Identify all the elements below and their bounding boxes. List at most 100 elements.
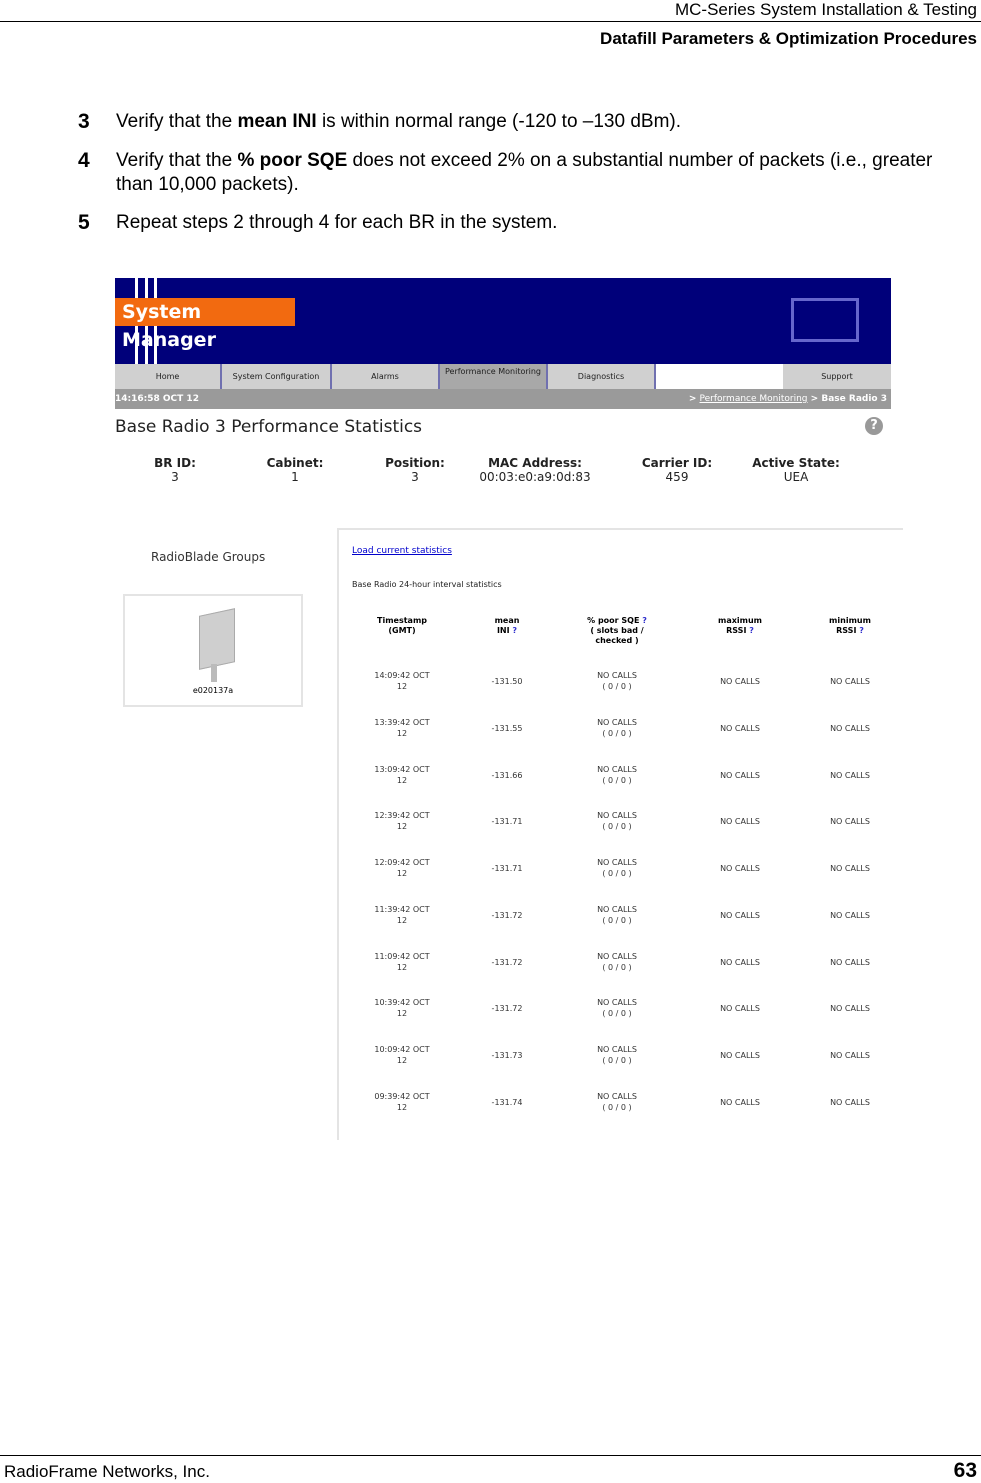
help-icon[interactable]: ? bbox=[859, 626, 864, 635]
cell-day: 12 bbox=[396, 1056, 408, 1065]
column-header: % poor SQE ?( slots bad / checked ) bbox=[587, 616, 647, 646]
table-cell: NO CALLS( 0 / 0 ) bbox=[597, 1091, 637, 1113]
cell-ini: -131.71 bbox=[491, 864, 523, 873]
section-title: Datafill Parameters & Optimization Proce… bbox=[600, 29, 977, 48]
col-l1: mean bbox=[494, 616, 520, 625]
cell-ratio: ( 0 / 0 ) bbox=[602, 962, 632, 972]
cell-max: NO CALLS bbox=[720, 723, 760, 733]
table-cell: NO CALLS( 0 / 0 ) bbox=[597, 670, 637, 692]
radioblade-id: e020137a bbox=[192, 686, 234, 695]
table-cell: NO CALLS bbox=[720, 816, 760, 827]
table-cell: -131.72 bbox=[492, 957, 523, 968]
cell-ratio: ( 0 / 0 ) bbox=[602, 1056, 632, 1065]
load-current-statistics-link[interactable]: Load current statistics bbox=[352, 546, 452, 556]
cell-time: 11:39:42 OCT bbox=[374, 904, 430, 914]
step-number: 4 bbox=[78, 149, 90, 172]
step-text: Repeat steps 2 through 4 for each BR in … bbox=[116, 212, 558, 233]
table-cell: -131.50 bbox=[492, 676, 523, 687]
step-number: 3 bbox=[78, 110, 90, 133]
help-icon[interactable]: ? bbox=[512, 626, 518, 635]
col-l2: ( slots bad / bbox=[590, 626, 644, 635]
cell-max: NO CALLS bbox=[720, 1097, 760, 1107]
step-text: does not exceed 2% on a substantial numb… bbox=[116, 150, 933, 195]
step-3: 3 Verify that the mean INI is within norm… bbox=[78, 110, 958, 134]
info-value: 3 bbox=[411, 470, 419, 484]
table-cell: 11:39:42 OCT 12 bbox=[374, 904, 429, 926]
table-cell: 09:39:42 OCT 12 bbox=[374, 1091, 429, 1113]
table-cell: NO CALLS bbox=[830, 1003, 870, 1014]
cell-min: NO CALLS bbox=[830, 770, 870, 780]
column-header: minimum RSSI ? bbox=[829, 616, 871, 636]
table-cell: -131.71 bbox=[492, 816, 523, 827]
tab-support[interactable]: Support bbox=[783, 364, 891, 389]
cell-min: NO CALLS bbox=[830, 1097, 870, 1107]
table-cell: NO CALLS bbox=[830, 957, 870, 968]
status-bar: 14:16:58 OCT 12 > Performance Monitoring… bbox=[115, 389, 891, 409]
doc-title: MC-Series System Installation & Testing bbox=[674, 0, 977, 19]
cell-time: 09:39:42 OCT bbox=[374, 1091, 430, 1101]
table-cell: -131.66 bbox=[492, 770, 523, 781]
table-cell: NO CALLS( 0 / 0 ) bbox=[597, 997, 637, 1019]
table-cell: NO CALLS( 0 / 0 ) bbox=[597, 717, 637, 739]
cell-sqe: NO CALLS bbox=[597, 858, 637, 867]
table-cell: 14:09:42 OCT 12 bbox=[374, 670, 429, 692]
table-cell: NO CALLS( 0 / 0 ) bbox=[597, 951, 637, 973]
info-value: 1 bbox=[291, 470, 299, 484]
cell-max: NO CALLS bbox=[720, 957, 760, 967]
cell-day: 12 bbox=[396, 915, 408, 925]
table-cell: NO CALLS bbox=[830, 723, 870, 734]
stats-panel: Load current statistics Base Radio 24-ho… bbox=[337, 528, 903, 1140]
breadcrumb-sep: > bbox=[810, 394, 819, 404]
table-cell: NO CALLS bbox=[830, 910, 870, 921]
cell-time: 11:09:42 OCT bbox=[374, 951, 430, 961]
cell-day: 12 bbox=[396, 962, 408, 972]
cell-sqe: NO CALLS bbox=[597, 951, 637, 961]
help-icon[interactable]: ? bbox=[749, 626, 754, 635]
step-text: is within normal range (-120 to –130 dBm… bbox=[316, 111, 682, 132]
breadcrumb-link[interactable]: Performance Monitoring bbox=[699, 394, 808, 404]
cell-min: NO CALLS bbox=[830, 677, 870, 686]
info-field: Carrier ID: 459 bbox=[617, 456, 737, 484]
table-cell: NO CALLS bbox=[720, 957, 760, 968]
info-label: Position: bbox=[385, 456, 445, 470]
cell-time: 10:39:42 OCT bbox=[374, 998, 430, 1008]
column-header: maximum RSSI ? bbox=[718, 616, 762, 636]
interval-label: Base Radio 24-hour interval statistics bbox=[352, 580, 502, 589]
tab-diagnostics[interactable]: Diagnostics bbox=[548, 364, 656, 389]
tab-system-configuration[interactable]: System Configuration bbox=[222, 364, 332, 389]
help-icon[interactable]: ? bbox=[865, 417, 883, 435]
cell-max: NO CALLS bbox=[720, 770, 760, 780]
cell-sqe: NO CALLS bbox=[597, 764, 637, 774]
system-manager-screenshot: System Manager Home System Configuration… bbox=[115, 278, 903, 1140]
info-field: MAC Address: 00:03:e0:a9:0d:83 bbox=[475, 456, 595, 484]
header-divider bbox=[0, 21, 981, 22]
info-label: Carrier ID: bbox=[641, 456, 713, 470]
table-cell: NO CALLS bbox=[720, 770, 760, 781]
help-icon[interactable]: ? bbox=[642, 616, 647, 625]
table-cell: NO CALLS bbox=[720, 676, 760, 687]
tab-home[interactable]: Home bbox=[115, 364, 222, 389]
cell-ini: -131.50 bbox=[491, 677, 523, 686]
tab-alarms[interactable]: Alarms bbox=[332, 364, 440, 389]
table-cell: NO CALLS bbox=[720, 723, 760, 734]
cell-time: 12:39:42 OCT bbox=[374, 811, 430, 821]
cell-ratio: ( 0 / 0 ) bbox=[602, 1102, 632, 1112]
cell-sqe: NO CALLS bbox=[597, 1091, 637, 1101]
radioblade-pole bbox=[211, 664, 217, 682]
table-cell: NO CALLS bbox=[830, 863, 870, 874]
info-value: 3 bbox=[171, 470, 179, 484]
table-cell: 10:39:42 OCT 12 bbox=[374, 997, 429, 1019]
tab-performance-monitoring[interactable]: Performance Monitoring bbox=[440, 364, 548, 389]
table-cell: NO CALLS bbox=[720, 863, 760, 874]
cell-max: NO CALLS bbox=[720, 864, 760, 873]
info-field: Position: 3 bbox=[355, 456, 475, 484]
info-value: 459 bbox=[665, 470, 689, 484]
table-cell: NO CALLS bbox=[830, 1097, 870, 1108]
cell-time: 09:09:42 OCT bbox=[374, 1138, 429, 1141]
cell-sqe: NO CALLS bbox=[597, 717, 637, 727]
cell-sqe: NO CALLS bbox=[597, 1138, 637, 1141]
cell-min: NO CALLS bbox=[830, 864, 870, 873]
breadcrumb: > Performance Monitoring > Base Radio 3 bbox=[689, 389, 887, 409]
radioblade-item[interactable]: e020137a bbox=[123, 594, 303, 707]
cell-ini: -131.74 bbox=[491, 1097, 523, 1107]
